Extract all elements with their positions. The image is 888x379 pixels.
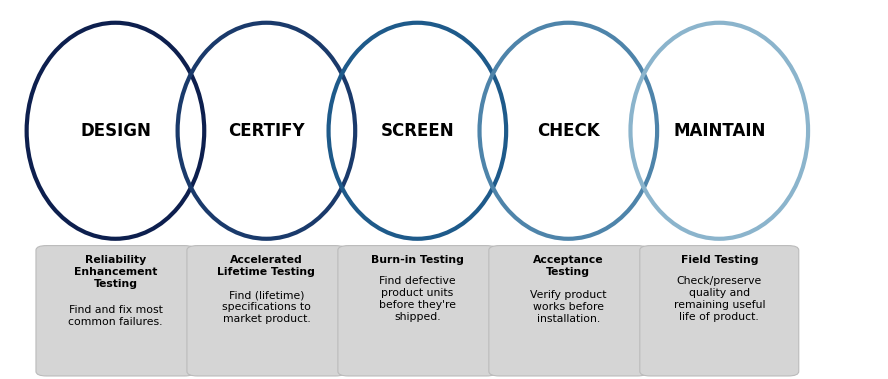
FancyBboxPatch shape <box>488 246 648 376</box>
Text: Check/preserve
quality and
remaining useful
life of product.: Check/preserve quality and remaining use… <box>673 276 765 322</box>
Text: Find (lifetime)
specifications to
market product.: Find (lifetime) specifications to market… <box>222 290 311 324</box>
Text: DESIGN: DESIGN <box>80 122 151 140</box>
Text: Find and fix most
common failures.: Find and fix most common failures. <box>68 305 163 327</box>
FancyBboxPatch shape <box>639 246 799 376</box>
Text: Reliability
Enhancement
Testing: Reliability Enhancement Testing <box>74 255 157 289</box>
Text: Verify product
works before
installation.: Verify product works before installation… <box>530 290 607 324</box>
Text: Find defective
product units
before they're
shipped.: Find defective product units before they… <box>379 276 456 322</box>
Text: Field Testing: Field Testing <box>680 255 758 265</box>
FancyBboxPatch shape <box>186 246 345 376</box>
Text: MAINTAIN: MAINTAIN <box>673 122 765 140</box>
Text: CHECK: CHECK <box>537 122 599 140</box>
FancyBboxPatch shape <box>36 246 194 376</box>
Text: CERTIFY: CERTIFY <box>228 122 305 140</box>
Text: Burn-in Testing: Burn-in Testing <box>371 255 464 265</box>
FancyBboxPatch shape <box>337 246 496 376</box>
Text: Acceptance
Testing: Acceptance Testing <box>533 255 604 277</box>
Text: SCREEN: SCREEN <box>381 122 454 140</box>
Text: Accelerated
Lifetime Testing: Accelerated Lifetime Testing <box>218 255 315 277</box>
